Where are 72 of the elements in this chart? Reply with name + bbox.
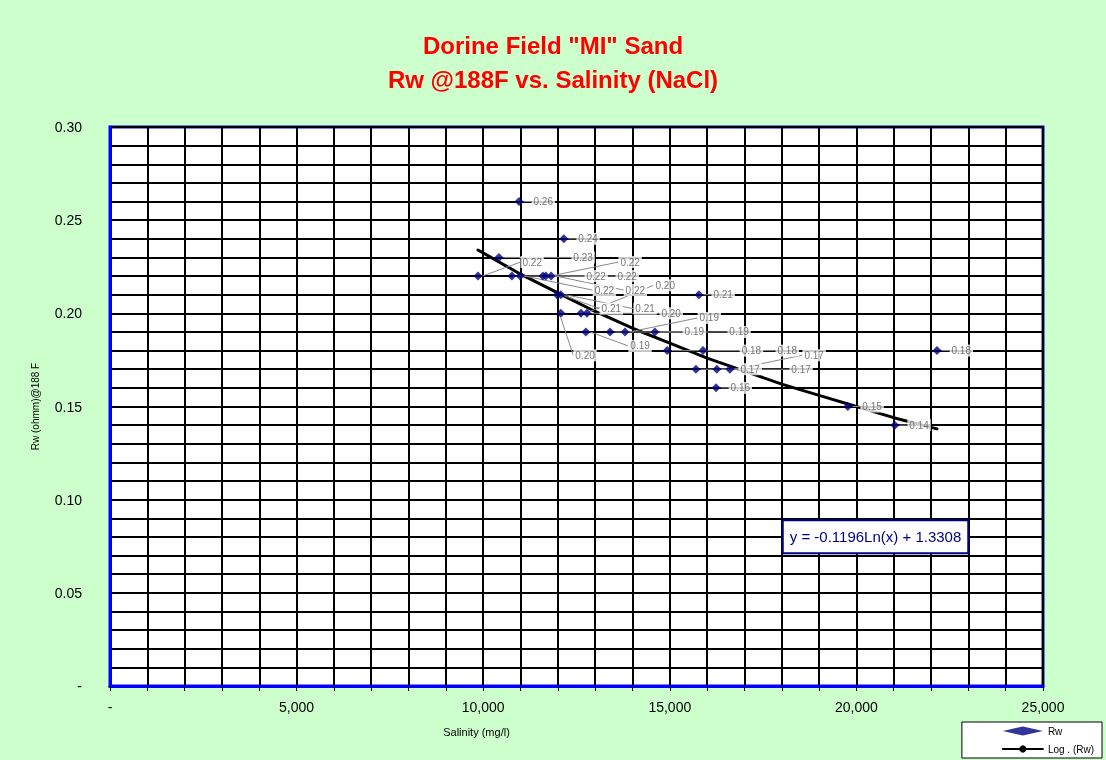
data-label: 0.19 [729,326,750,338]
annotation: y = -0.1196Ln(x) + 1.3308 [789,528,962,546]
data-label: 0.23 [573,251,594,263]
data-label: 0.19 [699,312,720,324]
x-tick-label: 10,000 [461,699,505,715]
data-label: 0.18 [777,345,798,357]
data-label: 0.18 [951,345,972,357]
data-label: 0.20 [655,279,676,291]
data-label: 0.14 [909,419,930,431]
data-label: 0.22 [594,284,615,296]
y-tick-label: 0.25 [54,212,83,229]
point [698,346,708,356]
point [932,346,942,356]
point [662,346,672,356]
point [556,290,566,300]
point [559,234,569,244]
data-label: 0.15 [862,401,883,412]
y-tick-label: 0.20 [54,305,83,322]
point [843,402,853,411]
data-label: 0.26 [533,196,554,208]
point [620,327,630,337]
point [514,197,524,207]
y-tick-label: 0.15 [54,398,83,415]
point [507,271,517,281]
data-label: 0.17 [740,363,761,375]
point [556,308,566,318]
point [650,327,660,337]
point [605,327,615,337]
chart-subtitle: Rw @188F vs. Salinity (NaCl) [387,65,719,93]
data-label: 0.21 [601,303,622,315]
x-tick-label: - [107,699,113,715]
data-label: 0.16 [730,382,751,394]
point [473,271,483,281]
legend-label: Rw [1047,725,1064,737]
data-label: 0.17 [804,349,825,361]
point [582,308,592,318]
data-label: 0.18 [741,345,762,357]
x-tick-label: 15,000 [648,699,692,715]
data-label: 0.20 [575,349,596,361]
y-tick-label: 0.05 [54,584,83,601]
data-label: 0.22 [620,256,641,268]
data-label: 0.22 [586,270,607,282]
point [711,383,721,393]
y-tick-label: 0.30 [54,119,83,135]
data-label: 0.19 [684,326,705,338]
y-tick-label: - [77,678,83,694]
point [691,364,701,374]
x-tick-label: 5,000 [279,699,315,715]
data-label: 0.17 [791,363,812,375]
data-label: 0.21 [635,303,656,315]
chart-title: Dorine Field "MI" Sand [422,31,684,59]
legend-label: Log . (Rw) [1047,743,1094,755]
x-axis-title: Salinity (mg/l) [443,725,510,738]
y-axis-title: Rw (ohmm)@188 F [29,362,41,451]
point [712,364,722,374]
data-label: 0.19 [630,340,651,352]
point [725,364,735,374]
data-label: 0.20 [661,307,682,319]
point [890,420,900,430]
data-label: 0.24 [578,233,599,245]
data-label: 0.22 [522,256,543,268]
point [694,290,704,300]
data-label: 0.22 [625,284,646,296]
data-label: 0.22 [617,270,638,282]
x-tick-label: 25,000 [1021,699,1065,715]
y-tick-label: 0.10 [54,491,83,508]
point [494,252,504,262]
point [581,327,591,337]
point [515,271,525,281]
data-label: 0.21 [713,289,734,301]
point [546,271,556,281]
x-tick-label: 20,000 [834,699,879,715]
